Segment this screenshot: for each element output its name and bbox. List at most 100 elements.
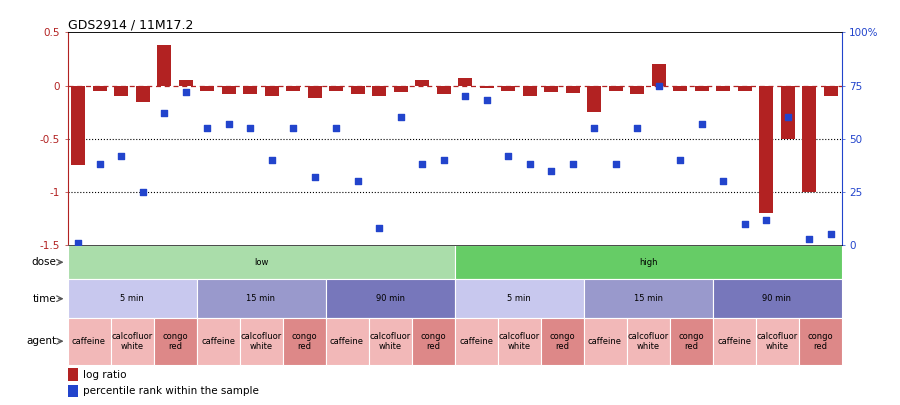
Text: 90 min: 90 min [375, 294, 404, 303]
Bar [111, 318, 154, 364]
Point [157, 110, 171, 116]
Point [415, 161, 429, 168]
Text: congo
red: congo red [549, 332, 575, 351]
Bar [326, 318, 368, 364]
Point [200, 125, 214, 131]
Bar [351, 85, 364, 94]
Bar [373, 85, 386, 96]
Text: calcofluor
white: calcofluor white [112, 332, 153, 351]
Bar [673, 85, 688, 91]
Bar [760, 85, 773, 213]
Point [759, 216, 773, 223]
Bar [221, 85, 236, 94]
Bar [802, 85, 816, 192]
Bar [583, 318, 626, 364]
Bar [283, 318, 326, 364]
Bar [755, 318, 798, 364]
Bar [798, 318, 842, 364]
Bar [630, 85, 644, 94]
Point [565, 161, 580, 168]
Bar [501, 85, 515, 91]
Bar [329, 85, 343, 91]
Point [501, 152, 516, 159]
Point [802, 235, 816, 242]
Text: agent: agent [27, 336, 57, 346]
Bar [454, 245, 842, 279]
Point [372, 225, 386, 231]
Bar [68, 385, 78, 397]
Bar [243, 85, 257, 94]
Bar [716, 85, 730, 91]
Point [93, 161, 107, 168]
Bar [824, 85, 838, 96]
Text: low: low [254, 258, 268, 267]
Bar [179, 80, 193, 85]
Text: time: time [33, 294, 57, 304]
Bar [695, 85, 708, 91]
Text: congo
red: congo red [807, 332, 833, 351]
Bar [523, 85, 536, 96]
Text: 5 min: 5 min [507, 294, 531, 303]
Point [308, 174, 322, 180]
Bar [68, 368, 78, 381]
Bar [326, 279, 454, 318]
Bar [608, 85, 623, 91]
Text: dose: dose [32, 257, 57, 267]
Bar [583, 279, 713, 318]
Bar [588, 85, 601, 112]
Point [652, 82, 666, 89]
Point [436, 157, 451, 163]
Point [695, 121, 709, 127]
Point [716, 178, 731, 185]
Point [114, 152, 129, 159]
Bar [454, 279, 583, 318]
Point [544, 167, 558, 174]
Bar [154, 318, 196, 364]
Text: calcofluor
white: calcofluor white [240, 332, 282, 351]
Point [587, 125, 601, 131]
Point [673, 157, 688, 163]
Point [393, 114, 408, 121]
Bar [670, 318, 713, 364]
Point [71, 240, 86, 246]
Bar [196, 279, 326, 318]
Text: 5 min: 5 min [120, 294, 144, 303]
Bar [411, 318, 454, 364]
Text: calcofluor
white: calcofluor white [756, 332, 797, 351]
Point [608, 161, 623, 168]
Text: caffeine: caffeine [201, 337, 235, 346]
Bar [626, 318, 670, 364]
Text: 15 min: 15 min [634, 294, 662, 303]
Bar [286, 85, 301, 91]
Point [780, 114, 795, 121]
Bar [196, 318, 239, 364]
Bar [71, 85, 86, 165]
Bar [713, 318, 755, 364]
Text: congo
red: congo red [162, 332, 188, 351]
Bar [458, 78, 473, 85]
Point [458, 93, 473, 99]
Bar [265, 85, 279, 96]
Text: calcofluor
white: calcofluor white [627, 332, 669, 351]
Bar [136, 85, 149, 102]
Point [178, 89, 193, 95]
Point [630, 125, 644, 131]
Point [824, 231, 838, 238]
Bar [68, 245, 454, 279]
Bar [480, 85, 494, 88]
Text: 90 min: 90 min [762, 294, 791, 303]
Bar [308, 85, 321, 98]
Point [523, 161, 537, 168]
Point [329, 125, 344, 131]
Point [136, 189, 150, 195]
Bar [394, 85, 408, 92]
Bar [368, 318, 411, 364]
Point [286, 125, 301, 131]
Text: congo
red: congo red [292, 332, 317, 351]
Bar [68, 279, 196, 318]
Text: caffeine: caffeine [72, 337, 106, 346]
Point [351, 178, 365, 185]
Bar [436, 85, 451, 94]
Text: calcofluor
white: calcofluor white [369, 332, 410, 351]
Bar [158, 45, 171, 85]
